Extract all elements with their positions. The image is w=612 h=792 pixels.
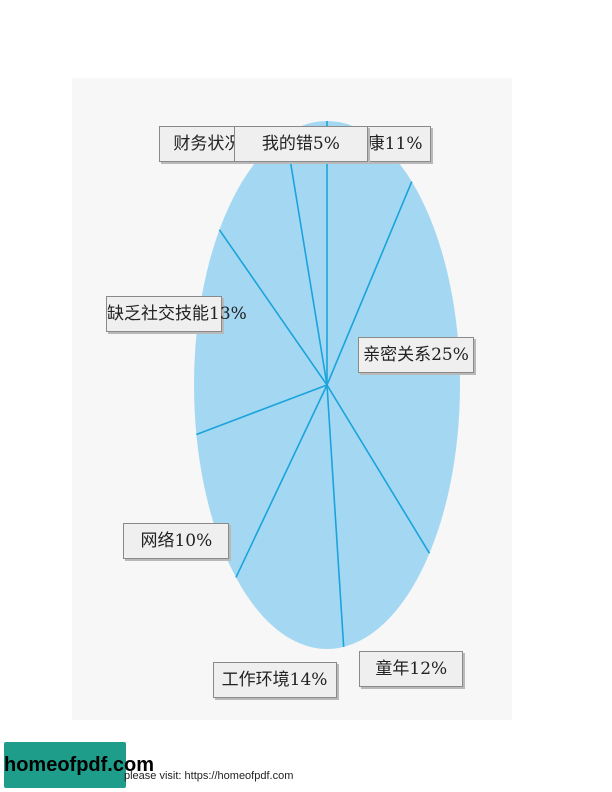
chart-panel: 健康11% 亲密关系25% 童年12% 工作环境14% 网络10% 缺乏社交技能13% 财务… bbox=[72, 78, 512, 720]
slice-label: 网络10% bbox=[123, 523, 230, 560]
slice-label: 我的错5% bbox=[233, 126, 368, 162]
slice-divider bbox=[326, 384, 345, 647]
pie-chart bbox=[194, 121, 460, 649]
site-logo[interactable]: homeofpdf.com bbox=[4, 742, 154, 788]
slice-label: 童年12% bbox=[359, 650, 464, 687]
slice-divider bbox=[326, 181, 413, 386]
slice-divider bbox=[218, 229, 328, 386]
footer-link-text[interactable]: please visit: https://homeofpdf.com bbox=[124, 770, 294, 782]
slice-divider bbox=[196, 384, 328, 436]
slice-label: 缺乏社交技能13% bbox=[106, 296, 247, 333]
slice-label: 工作环境14% bbox=[212, 662, 337, 698]
slice-divider bbox=[326, 384, 431, 554]
slice-divider bbox=[285, 133, 328, 386]
slice-label: 亲密关系25% bbox=[358, 336, 474, 373]
slice-divider bbox=[235, 384, 328, 578]
